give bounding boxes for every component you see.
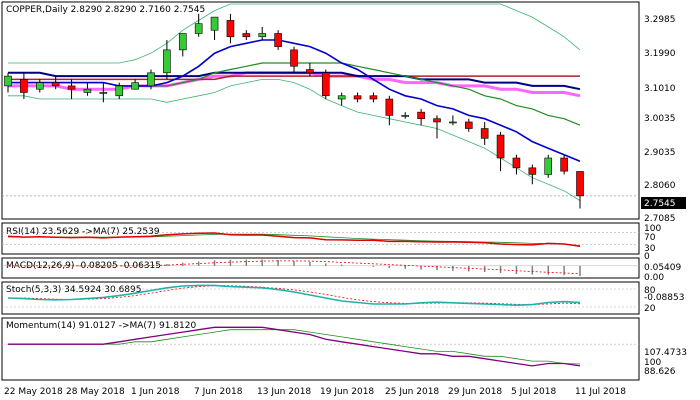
candle-bear [353,95,362,100]
price-tick: 3.1010 [644,84,676,94]
date-tick: 28 May 2018 [66,387,125,397]
candle-bear [226,20,235,38]
price-axis: 3.2985 3.1990 3.1010 3.0035 2.9035 2.806… [644,15,676,224]
macd-tick: -0.08853 [644,293,684,303]
rsi-tick: 70 [644,233,656,243]
candle-bear [321,72,330,97]
last-price-badge [641,197,686,209]
momentum-line [8,326,581,367]
rsi-ma-line [8,233,581,247]
candle-bear [512,157,521,169]
momentum-panel [1,317,640,381]
momentum-tick: 100 [644,358,661,368]
date-tick: 22 May 2018 [4,387,63,397]
last-price-label: 2.7545 [644,199,676,209]
ma-fast-line [8,39,581,163]
momentum-title: Momentum(14) 91.0127 ->MA(7) 91.8120 [6,321,197,331]
date-tick: 25 Jun 2018 [385,387,439,397]
stoch-plot [2,284,639,308]
candle-bull [147,72,155,87]
candle-bear [528,167,537,175]
date-tick: 1 Jun 2018 [131,387,180,397]
date-tick: 5 Jul 2018 [511,387,556,397]
stoch-k-line [7,284,581,307]
rsi-tick: 0 [644,252,650,262]
date-tick: 19 Jun 2018 [320,387,374,397]
candle-bull [401,115,410,117]
candle-bull [178,33,187,51]
price-plot [2,3,639,209]
date-tick: 13 Jun 2018 [257,387,311,397]
candle-bull [4,75,12,87]
candle-bear [306,69,314,74]
chart-title: COPPER,Daily 2.8290 2.8290 2.7160 2.7545 [6,5,205,15]
rsi-tick: 30 [644,244,656,254]
price-tick: 2.8060 [644,181,676,191]
stoch-title: Stoch(5,3,3) 34.5924 30.6895 [6,285,141,295]
candle-bull [194,23,203,34]
momentum-plot [2,326,639,367]
candle-bull [337,95,346,100]
date-tick: 11 Jul 2018 [575,387,626,397]
candle-bear [480,128,489,139]
date-tick: 7 Jun 2018 [194,387,243,397]
candle-bear [417,111,425,119]
stoch-tick: 20 [644,304,656,314]
candle-bear [242,33,251,38]
candle-bull [258,33,267,38]
macd-plot [2,259,639,277]
momentum-tick: 88.626 [644,367,676,377]
candle-bull [163,49,171,74]
bollinger-upper [8,3,581,64]
candle-bear [20,79,28,93]
rsi-panel [1,222,640,255]
momentum-tick: 107.4733 [644,348,687,358]
candle-bear [464,121,473,129]
candle-bear [576,171,584,197]
stoch-tick: 80 [644,286,656,296]
price-tick: 3.0035 [644,114,676,124]
ma-slow-line [8,75,580,81]
candle-bear [67,85,76,90]
candle-bull [449,121,457,124]
date-tick: 29 Jun 2018 [448,387,502,397]
candle-bull [131,82,139,90]
macd-signal-line [8,260,581,275]
candle-bear [433,118,441,123]
candle-bull [83,88,92,93]
candle-bear [369,95,378,100]
price-tick: 2.7085 [644,214,676,224]
price-tick: 2.9035 [644,148,676,158]
rsi-line [7,232,581,247]
candle-bear [274,33,282,47]
candle-bull [35,82,44,90]
price-panel [1,1,640,220]
rsi-title: RSI(14) 23.5629 ->MA(7) 25.2539 [6,227,160,237]
macd-tick: 0.05409 [644,263,681,273]
candle-bear [51,82,60,87]
candle-bear [385,98,394,116]
candle-bull [544,157,553,175]
candle-bull [115,85,124,97]
candle-bull [99,92,108,94]
macd-tick: 0.00 [644,273,664,283]
price-tick: 3.1990 [644,49,676,59]
macd-panel [1,257,640,279]
price-tick: 3.2985 [644,15,676,25]
rsi-tick: 100 [644,224,661,234]
rsi-plot [2,232,639,247]
x-axis: 22 May 2018 28 May 2018 1 Jun 2018 7 Jun… [4,387,626,397]
candle-bear [290,49,298,67]
candle-bull [210,16,219,31]
candle-bear [560,157,568,172]
candle-bear [496,134,505,159]
stoch-panel [1,281,640,315]
